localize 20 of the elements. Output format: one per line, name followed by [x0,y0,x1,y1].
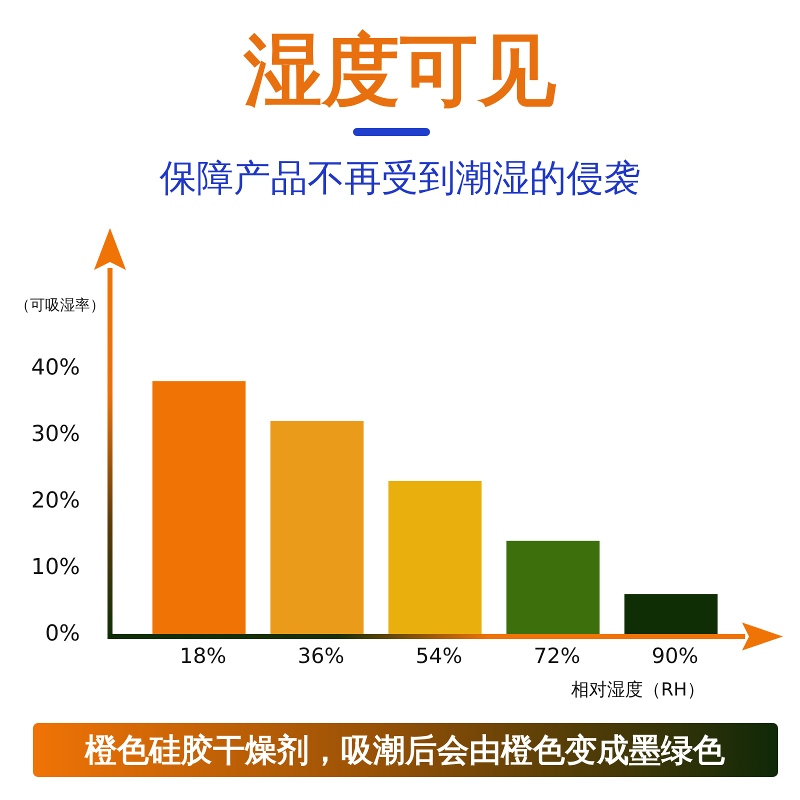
bar [388,480,482,634]
text: 橙色硅胶干燥剂，吸潮后会由橙色变成墨绿色 [84,731,726,769]
y-tick-label: 0% [45,622,80,646]
bar [270,421,364,634]
y-tick-label: 10% [31,554,80,580]
bar [624,594,718,634]
x-tick-label: 18% [180,644,226,668]
x-tick-label: 36% [298,644,344,668]
y-tick-label: 40% [31,355,80,380]
bar [152,381,246,634]
chart-subtitle: 保障产品不再受到潮湿的侵袭 [160,156,640,200]
y-tick-label: 30% [31,422,80,447]
chart-title: 湿度可见 [243,26,557,116]
x-tick-label: 54% [416,644,462,668]
y-tick-label: 20% [31,488,80,514]
y-axis-title: （可吸湿率） [15,296,105,314]
x-axis-title: 相对湿度（RH） [570,680,705,700]
x-tick-label: 90% [652,644,698,668]
bar [506,540,600,634]
x-tick-label: 72% [534,644,580,668]
